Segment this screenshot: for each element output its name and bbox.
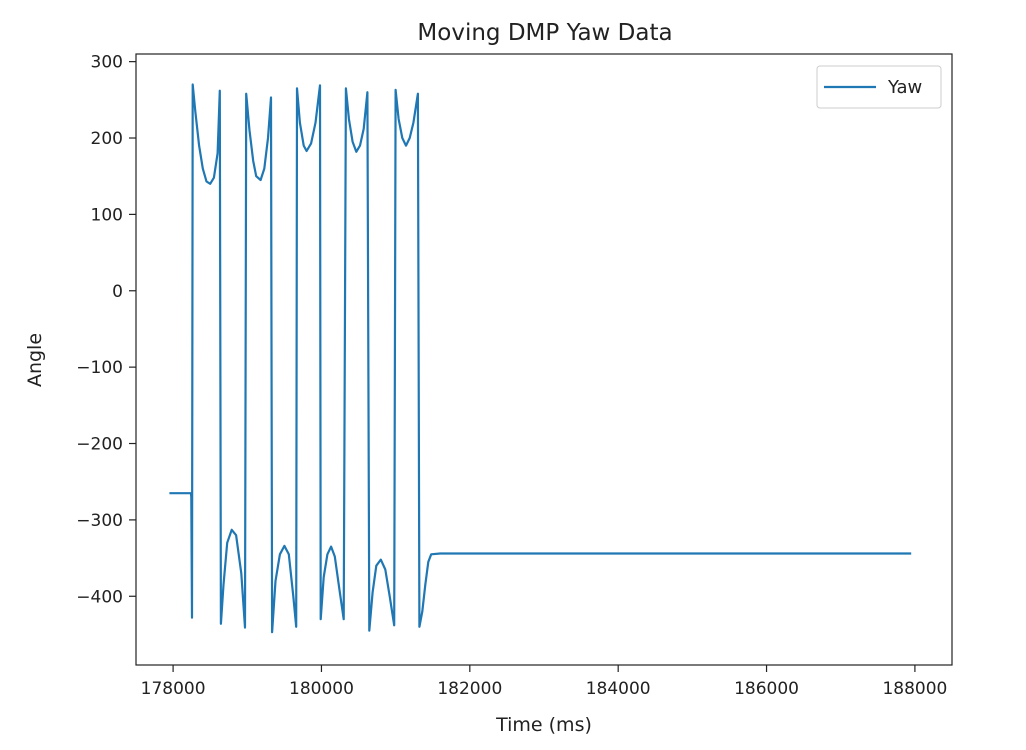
x-tick-label: 188000: [882, 679, 947, 699]
legend-box: [816, 65, 942, 109]
y-tick-label: 200: [91, 129, 123, 149]
y-tick-label: 0: [112, 282, 123, 302]
series-line-yaw: [169, 83, 912, 634]
x-axis-label: Time (ms): [495, 714, 592, 736]
x-tick-label: 186000: [734, 679, 799, 699]
y-axis-label: Angle: [24, 333, 46, 387]
x-tick-label: 178000: [141, 679, 206, 699]
legend-label: Yaw: [887, 77, 922, 98]
y-tick-label: −200: [76, 435, 123, 455]
x-tick-label: 180000: [289, 679, 354, 699]
plot-frame: [135, 53, 953, 666]
y-tick-label: −300: [76, 511, 123, 531]
y-tick-label: −400: [76, 587, 123, 607]
y-tick-label: 100: [91, 205, 123, 225]
y-tick-label: −100: [76, 358, 123, 378]
x-tick-label: 184000: [586, 679, 651, 699]
x-tick-label: 182000: [437, 679, 502, 699]
chart-title: Moving DMP Yaw Data: [417, 20, 672, 46]
legend: Yaw: [816, 65, 942, 109]
y-tick-label: 300: [91, 53, 123, 73]
